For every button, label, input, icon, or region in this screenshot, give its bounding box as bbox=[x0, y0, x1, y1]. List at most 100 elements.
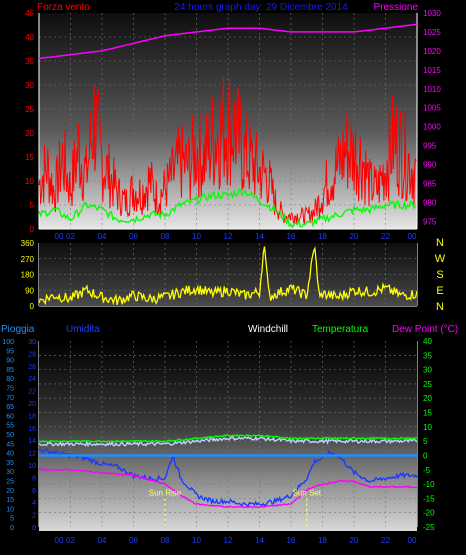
temperature-x-axis: 00 02 04 06 08 10 12 14 16 18 20 22 00 bbox=[55, 536, 417, 545]
wind-x-tick: 22 bbox=[381, 232, 390, 241]
legend-item: Windchill bbox=[248, 324, 288, 335]
humidity-y-tick: 10 bbox=[28, 463, 36, 470]
wind-x-tick: 10 bbox=[192, 232, 201, 241]
temperature-x-tick: 00 bbox=[408, 536, 417, 545]
wind-axis-label: Forza vento bbox=[37, 2, 90, 13]
temperature-y-axis: 40 35 30 25 20 15 10 5 0 -5 -10 -15 -20 -25 bbox=[423, 337, 435, 532]
rain-y-tick: 5 bbox=[10, 516, 14, 523]
wind-x-tick: 20 bbox=[350, 232, 359, 241]
temperature-x-tick: 10 bbox=[192, 536, 201, 545]
pressure-y-tick: 1005 bbox=[423, 104, 441, 113]
umidita-line bbox=[38, 448, 418, 508]
temperature-x-tick: 02 bbox=[66, 536, 75, 545]
rain-y-tick: 25 bbox=[6, 479, 14, 486]
rain-y-tick: 0 bbox=[10, 525, 14, 532]
temperature-x-tick: 08 bbox=[161, 536, 170, 545]
legend-item: Temperatura bbox=[312, 324, 369, 335]
rain-y-tick: 30 bbox=[6, 469, 14, 476]
humidity-y-tick: 0 bbox=[32, 525, 36, 532]
legend-item: Dew Point (°C) bbox=[392, 324, 458, 335]
humidity-y-tick: 18 bbox=[28, 413, 36, 420]
wind-y-tick: 25 bbox=[25, 105, 34, 114]
windchill-line bbox=[38, 435, 418, 448]
direction-y-tick: 0 bbox=[30, 302, 35, 311]
wind-direction-y-axis: 360 270 180 90 0 bbox=[21, 239, 35, 311]
temperature-x-tick: 06 bbox=[129, 536, 138, 545]
sunrise-label: Sun Rise bbox=[149, 488, 182, 497]
wind-x-tick: 12 bbox=[224, 232, 233, 241]
compass-label: N bbox=[436, 237, 444, 249]
wind-direction-line bbox=[38, 246, 418, 306]
wind-y-tick: 30 bbox=[25, 81, 34, 90]
temperature-y-tick: -10 bbox=[423, 480, 435, 489]
humidity-y-tick: 2 bbox=[32, 513, 36, 520]
rain-y-tick: 85 bbox=[6, 367, 14, 374]
wind-y-tick: 5 bbox=[30, 201, 35, 210]
legend-item: Umidita bbox=[66, 324, 100, 335]
pressure-axis-label: Pressione bbox=[374, 2, 419, 13]
temperature-y-tick: 35 bbox=[423, 351, 432, 360]
wind-x-tick: 04 bbox=[98, 232, 107, 241]
wind-x-tick: 00 bbox=[55, 232, 64, 241]
dew-point-c-line bbox=[38, 468, 418, 509]
humidity-y-tick: 20 bbox=[28, 401, 36, 408]
wind-y-tick: 40 bbox=[25, 33, 34, 42]
temperature-y-tick: -15 bbox=[423, 494, 435, 503]
pressure-y-tick: 1030 bbox=[423, 9, 441, 18]
humidity-y-tick: 28 bbox=[28, 351, 36, 358]
rain-y-tick: 60 bbox=[6, 413, 14, 420]
wind-x-tick: 16 bbox=[287, 232, 296, 241]
humidity-y-tick: 6 bbox=[32, 488, 36, 495]
rain-y-tick: 100 bbox=[2, 339, 14, 346]
rain-y-tick: 40 bbox=[6, 451, 14, 458]
direction-y-tick: 180 bbox=[21, 271, 35, 280]
pressure-y-tick: 980 bbox=[423, 198, 437, 207]
wind-speed-line bbox=[38, 77, 417, 226]
wind-y-tick: 45 bbox=[25, 9, 34, 18]
wind-x-tick: 06 bbox=[129, 232, 138, 241]
temperature-x-tick: 20 bbox=[350, 536, 359, 545]
compass-label: N bbox=[436, 301, 444, 313]
temperature-y-tick: 20 bbox=[423, 394, 432, 403]
rain-y-tick: 35 bbox=[6, 460, 14, 467]
temperature-y-tick: -25 bbox=[423, 523, 435, 532]
pressure-y-axis: 1030 1025 1020 1015 1010 1005 1000 995 990 985 980… bbox=[423, 9, 441, 226]
pressure-y-tick: 1010 bbox=[423, 85, 441, 94]
pressure-y-tick: 1025 bbox=[423, 28, 441, 37]
temperature-x-tick: 18 bbox=[318, 536, 327, 545]
humidity-y-tick: 22 bbox=[28, 389, 36, 396]
wind-y-tick: 10 bbox=[25, 177, 34, 186]
temperature-y-tick: 40 bbox=[423, 337, 432, 346]
temperature-y-tick: 5 bbox=[423, 437, 428, 446]
pressure-y-tick: 985 bbox=[423, 180, 437, 189]
pressure-line bbox=[38, 23, 418, 60]
wind-y-axis: 45 40 35 30 25 20 15 10 5 0 bbox=[25, 9, 34, 234]
temperature-y-tick: 10 bbox=[423, 423, 432, 432]
humidity-y-tick: 4 bbox=[32, 500, 36, 507]
rain-y-tick: 80 bbox=[6, 376, 14, 383]
humidity-y-tick: 26 bbox=[28, 364, 36, 371]
temperatura-line bbox=[38, 433, 418, 443]
temperature-x-tick: 22 bbox=[381, 536, 390, 545]
pressure-y-tick: 975 bbox=[423, 217, 437, 226]
temperature-x-tick: 14 bbox=[255, 536, 264, 545]
rain-y-tick: 55 bbox=[6, 423, 14, 430]
temperature-y-tick: 0 bbox=[423, 451, 428, 460]
rain-y-tick: 50 bbox=[6, 432, 14, 439]
pressure-y-tick: 990 bbox=[423, 161, 437, 170]
wind-x-tick: 08 bbox=[161, 232, 170, 241]
humidity-y-tick: 24 bbox=[28, 376, 36, 383]
rain-y-tick: 65 bbox=[6, 404, 14, 411]
pressure-y-tick: 1000 bbox=[423, 123, 441, 132]
wind-direction-series bbox=[38, 246, 418, 306]
temperature-y-tick: -20 bbox=[423, 509, 435, 518]
rain-y-tick: 70 bbox=[6, 395, 14, 402]
temperature-y-tick: 25 bbox=[423, 380, 432, 389]
wind-x-axis: 00 02 04 06 08 10 12 14 16 18 20 22 00 bbox=[55, 232, 417, 241]
humidity-y-tick: 14 bbox=[28, 438, 36, 445]
rain-y-axis: 1009590858075706560555045403530252015105… bbox=[2, 339, 14, 532]
temperature-y-tick: 30 bbox=[423, 366, 432, 375]
rain-y-tick: 10 bbox=[6, 506, 14, 513]
